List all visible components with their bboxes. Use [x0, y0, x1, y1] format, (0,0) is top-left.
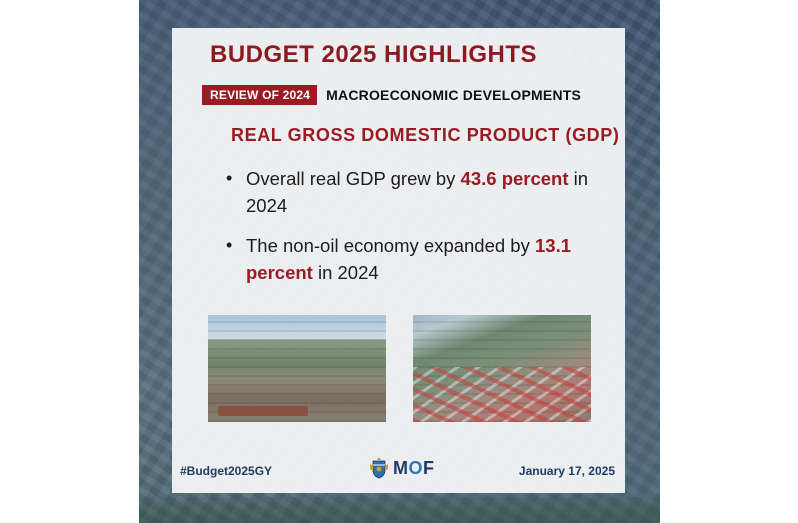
logo-wordmark: MOF — [393, 459, 435, 477]
review-badge: REVIEW OF 2024 — [202, 85, 318, 105]
bullet-text-before: The non-oil economy expanded by — [246, 235, 535, 256]
aerial-photo-city — [413, 315, 591, 422]
bullet-item-overall-gdp: • Overall real GDP grew by 43.6 percent … — [224, 165, 619, 219]
mof-logo: MOF — [369, 454, 435, 482]
subheading-row: REVIEW OF 2024 MACROECONOMIC DEVELOPMENT… — [202, 85, 581, 105]
footer-date: January 17, 2025 — [518, 464, 615, 478]
highlights-card: BUDGET 2025 HIGHLIGHTS REVIEW OF 2024 MA… — [172, 28, 625, 493]
bullet-dot: • — [226, 235, 233, 255]
bullet-dot: • — [226, 168, 233, 188]
coat-of-arms-icon — [369, 456, 389, 480]
footer-hashtag: #Budget2025GY — [180, 464, 273, 478]
bullet-text-after: in 2024 — [246, 168, 589, 216]
logo-letter-m: M — [393, 458, 409, 478]
logo-text-block: MOF — [393, 459, 435, 477]
bullet-list: • Overall real GDP grew by 43.6 percent … — [224, 165, 619, 299]
wharf-shape — [218, 406, 308, 416]
bullet-text-after: in 2024 — [312, 262, 379, 283]
budget-poster: BUDGET 2025 HIGHLIGHTS REVIEW OF 2024 MA… — [139, 0, 660, 523]
subheading-title: MACROECONOMIC DEVELOPMENTS — [326, 87, 582, 103]
bullet-text-before: Overall real GDP grew by — [246, 168, 461, 189]
section-title: REAL GROSS DOMESTIC PRODUCT (GDP) — [231, 125, 620, 145]
logo-letter-o: O — [408, 458, 424, 478]
bullet-highlight: 43.6 percent — [460, 168, 569, 189]
poster-headline: BUDGET 2025 HIGHLIGHTS — [210, 41, 538, 68]
aerial-background-strip — [139, 497, 660, 523]
aerial-photo-port — [208, 315, 386, 422]
bullet-item-non-oil: • The non-oil economy expanded by 13.1 p… — [224, 232, 619, 286]
bullet-highlight: 13.1 percent — [246, 235, 572, 283]
rooftops-texture — [413, 367, 591, 422]
logo-letter-f: F — [423, 458, 435, 478]
